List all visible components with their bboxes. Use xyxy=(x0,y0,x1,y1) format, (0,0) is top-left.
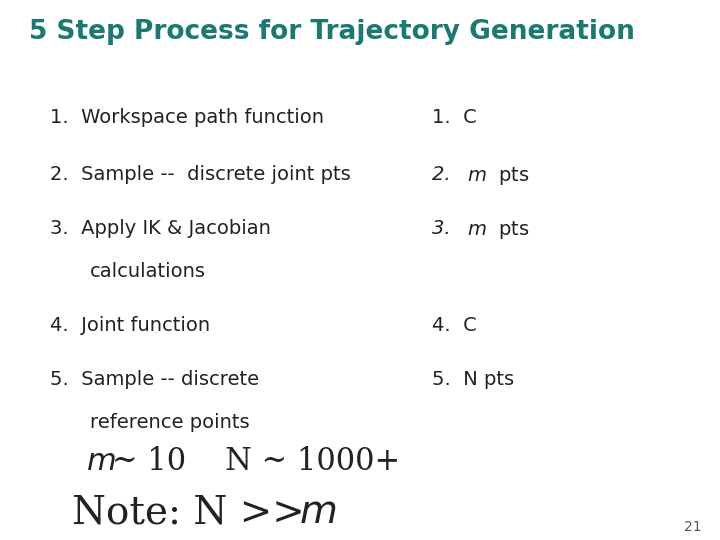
Text: Note: N >>: Note: N >> xyxy=(72,494,317,531)
Text: $m$: $m$ xyxy=(299,494,336,531)
Text: 1.  C: 1. C xyxy=(432,108,477,127)
Text: calculations: calculations xyxy=(90,262,206,281)
Text: $m$  pts: $m$ pts xyxy=(467,219,529,241)
Text: 21: 21 xyxy=(685,519,702,534)
Text: 5 Step Process for Trajectory Generation: 5 Step Process for Trajectory Generation xyxy=(29,19,634,45)
Text: 5.  Sample -- discrete: 5. Sample -- discrete xyxy=(50,370,259,389)
Text: 4.  C: 4. C xyxy=(432,316,477,335)
Text: 3.: 3. xyxy=(432,219,463,238)
Text: 1.  Workspace path function: 1. Workspace path function xyxy=(50,108,325,127)
Text: $m$: $m$ xyxy=(86,446,116,476)
Text: ~ 10    N ~ 1000+: ~ 10 N ~ 1000+ xyxy=(112,446,400,476)
Text: 5.  N pts: 5. N pts xyxy=(432,370,514,389)
Text: 3.  Apply IK & Jacobian: 3. Apply IK & Jacobian xyxy=(50,219,271,238)
Text: reference points: reference points xyxy=(90,413,250,432)
Text: 2.: 2. xyxy=(432,165,463,184)
Text: 4.  Joint function: 4. Joint function xyxy=(50,316,210,335)
Text: 2.  Sample --  discrete joint pts: 2. Sample -- discrete joint pts xyxy=(50,165,351,184)
Text: $m$  pts: $m$ pts xyxy=(467,165,529,187)
